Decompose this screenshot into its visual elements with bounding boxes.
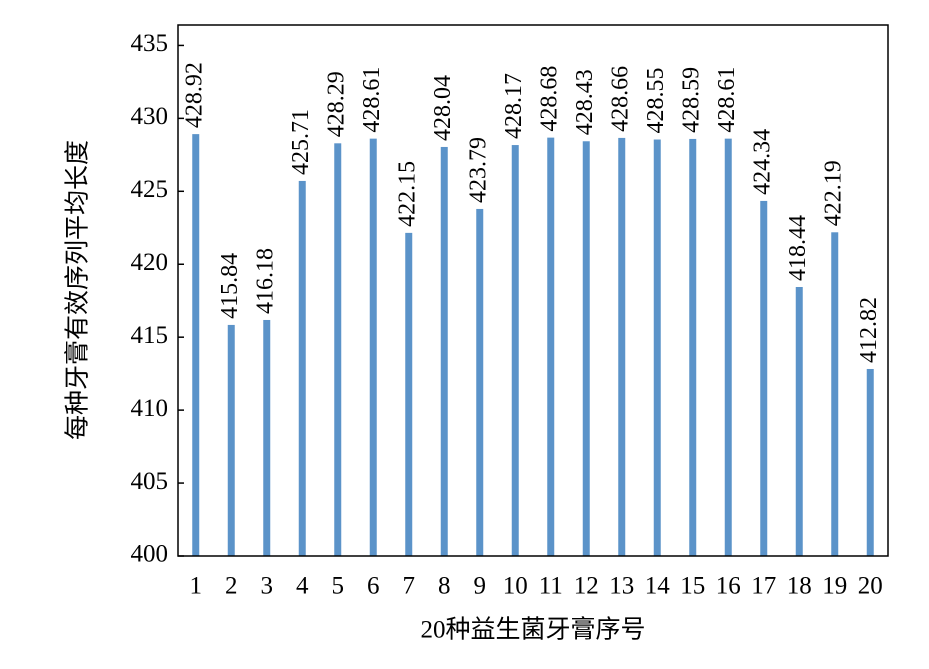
value-label: 428.43 xyxy=(572,69,598,135)
value-label: 424.34 xyxy=(749,129,775,195)
value-label: 428.68 xyxy=(536,66,562,132)
x-tick-label: 9 xyxy=(474,573,487,600)
y-tick-label: 410 xyxy=(131,395,169,422)
value-label: 428.66 xyxy=(607,66,633,132)
bar xyxy=(334,143,342,556)
bar xyxy=(795,286,803,556)
y-tick-label: 435 xyxy=(131,30,169,57)
value-label: 415.84 xyxy=(217,253,243,319)
x-tick-label: 5 xyxy=(332,573,345,600)
x-tick-label: 3 xyxy=(261,573,274,600)
bar xyxy=(618,137,626,556)
bar xyxy=(511,145,519,556)
x-tick-label: 16 xyxy=(716,573,741,600)
y-tick-label: 430 xyxy=(131,103,169,130)
value-label: 428.61 xyxy=(714,67,740,133)
y-tick-label: 420 xyxy=(131,249,169,276)
value-label: 412.82 xyxy=(856,297,882,363)
bar xyxy=(689,138,697,557)
bar xyxy=(440,146,448,556)
x-tick-label: 11 xyxy=(539,573,563,600)
bar xyxy=(653,139,661,556)
x-tick-label: 17 xyxy=(751,573,776,600)
bar xyxy=(227,324,235,556)
x-tick-label: 19 xyxy=(822,573,847,600)
x-tick-label: 7 xyxy=(403,573,416,600)
bar xyxy=(760,200,768,556)
bar xyxy=(547,137,555,556)
x-tick-label: 15 xyxy=(680,573,705,600)
value-label: 423.79 xyxy=(465,137,491,203)
value-label: 422.15 xyxy=(394,161,420,227)
x-tick-label: 10 xyxy=(503,573,528,600)
x-axis-label: 20种益生菌牙膏序号 xyxy=(420,616,645,644)
bar xyxy=(476,208,484,557)
value-label: 425.71 xyxy=(288,109,314,175)
y-tick-label: 400 xyxy=(131,541,169,568)
bar xyxy=(405,232,413,556)
y-tick-label: 405 xyxy=(131,468,169,495)
bar xyxy=(298,180,306,557)
value-label: 418.44 xyxy=(785,215,811,281)
value-label: 428.59 xyxy=(678,67,704,133)
x-tick-label: 14 xyxy=(645,573,671,600)
x-tick-label: 6 xyxy=(367,573,380,600)
bar xyxy=(582,141,590,556)
value-label: 416.18 xyxy=(252,248,278,314)
x-tick-label: 13 xyxy=(609,573,634,600)
value-label: 428.61 xyxy=(359,67,385,133)
bar xyxy=(263,319,271,556)
x-tick-label: 12 xyxy=(574,573,599,600)
value-label: 428.92 xyxy=(181,62,207,128)
bar xyxy=(192,134,200,556)
value-label: 428.29 xyxy=(323,71,349,137)
x-tick-label: 8 xyxy=(438,573,451,600)
plot-frame xyxy=(177,24,889,557)
bar xyxy=(369,138,377,556)
x-tick-label: 20 xyxy=(858,573,883,600)
value-label: 428.17 xyxy=(501,73,527,139)
bar xyxy=(866,368,874,556)
x-tick-label: 18 xyxy=(787,573,812,600)
bar xyxy=(724,138,732,556)
x-tick-label: 4 xyxy=(296,573,309,600)
y-tick-label: 425 xyxy=(131,176,169,203)
bar xyxy=(831,232,839,556)
value-label: 422.19 xyxy=(820,160,846,226)
value-label: 428.04 xyxy=(430,75,456,141)
y-axis-label: 每种牙膏有效序列平均长度 xyxy=(64,140,92,440)
x-tick-label: 1 xyxy=(190,573,203,600)
value-label: 428.55 xyxy=(643,68,669,134)
x-tick-label: 2 xyxy=(225,573,238,600)
y-tick-label: 415 xyxy=(131,322,169,349)
